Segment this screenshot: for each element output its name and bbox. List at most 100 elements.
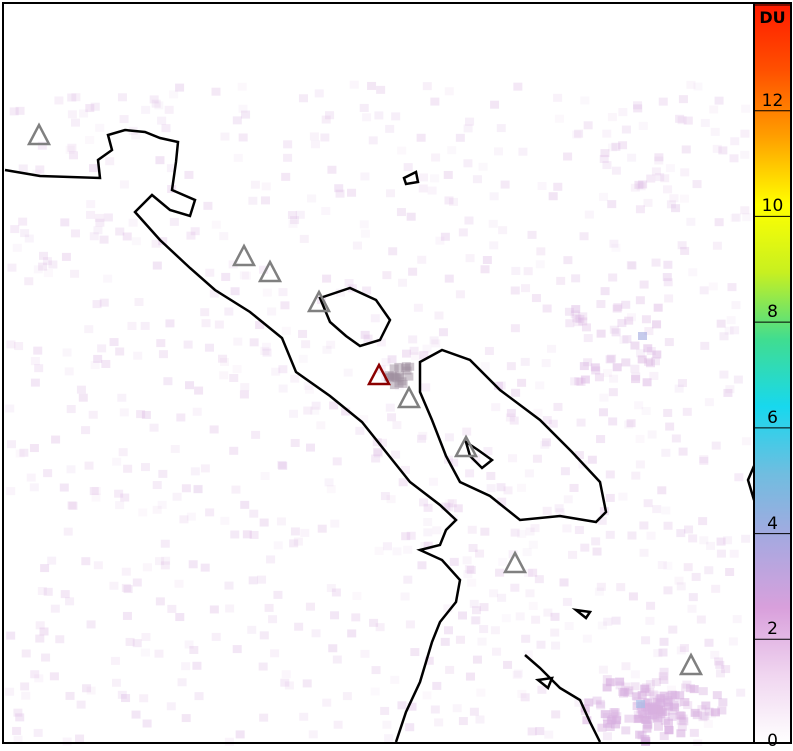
so2-pixel (636, 705, 646, 714)
so2-pixel (301, 340, 311, 349)
so2-pixel (661, 448, 671, 457)
so2-pixel (355, 426, 365, 435)
so2-pixel (60, 218, 70, 227)
so2-pixel (298, 94, 308, 103)
so2-pixel (652, 320, 662, 329)
so2-pixel (376, 85, 386, 94)
so2-pixel (238, 104, 248, 113)
so2-pixel (95, 123, 105, 132)
so2-pixel (496, 124, 506, 133)
so2-pixel (480, 265, 490, 274)
so2-pixel (371, 666, 381, 675)
so2-pixel (471, 454, 481, 463)
so2-pixel (311, 401, 321, 410)
so2-pixel (131, 131, 141, 140)
so2-pixel (224, 581, 234, 590)
so2-pixel (671, 434, 681, 443)
so2-pixel (663, 185, 673, 194)
so2-pixel (287, 211, 297, 220)
so2-pixel (598, 408, 608, 417)
so2-pixel (404, 372, 414, 381)
so2-pixel (60, 590, 70, 599)
so2-pixel (71, 118, 81, 127)
so2-pixel (645, 687, 655, 696)
so2-pixel (640, 684, 650, 693)
so2-pixel (467, 578, 477, 587)
so2-pixel (541, 438, 551, 447)
so2-pixel (651, 167, 661, 176)
so2-pixel (330, 519, 340, 528)
so2-pixel (667, 712, 677, 721)
so2-pixel (527, 727, 537, 736)
so2-pixel (382, 271, 392, 280)
so2-pixel (352, 591, 362, 600)
so2-pixel (582, 716, 592, 725)
so2-pixel (663, 586, 673, 595)
island-large (418, 348, 608, 524)
so2-pixel (95, 218, 105, 227)
so2-pixel (316, 421, 326, 430)
so2-pixel (652, 714, 662, 723)
so2-pixel (62, 348, 72, 357)
so2-pixel (449, 458, 459, 467)
so2-pixel (416, 133, 426, 142)
so2-pixel (43, 269, 53, 278)
so2-pixel (727, 283, 737, 292)
so2-pixel (633, 101, 643, 110)
so2-pixel (608, 273, 618, 282)
colorbar-ticks (754, 4, 791, 640)
so2-pixel (486, 484, 496, 493)
so2-pixel (506, 408, 516, 417)
so2-pixel (78, 393, 88, 402)
so2-pixel (626, 260, 636, 269)
so2-pixel (429, 336, 439, 345)
so2-pixel (32, 169, 42, 178)
so2-pixel (149, 95, 159, 104)
colorbar-tick-label: 4 (767, 513, 778, 534)
so2-pixel (600, 710, 610, 719)
so2-pixel (281, 670, 291, 679)
so2-pixel (6, 631, 16, 640)
so2-pixel (444, 433, 454, 442)
so2-pixel (584, 210, 594, 219)
so2-pixel (131, 710, 141, 719)
so2-pixel (599, 154, 609, 163)
so2-pixel (273, 590, 283, 599)
so2-pixel (721, 665, 731, 674)
so2-pixel (65, 597, 75, 606)
so2-pixel (463, 570, 473, 579)
so2-pixel (35, 165, 45, 174)
so2-pixel (5, 687, 15, 696)
so2-pixel (259, 631, 269, 640)
so2-pixel (692, 180, 702, 189)
so2-pixel (419, 498, 429, 507)
so2-pixel (321, 115, 331, 124)
so2-pixel (221, 272, 231, 281)
so2-pixel (419, 351, 429, 360)
so2-pixel (230, 530, 240, 539)
so2-pixel (423, 503, 433, 512)
so2-pixel (241, 110, 251, 119)
so2-pixel (559, 578, 569, 587)
so2-pixel (643, 344, 653, 353)
so2-pixel (590, 363, 600, 372)
so2-pixel (119, 408, 129, 417)
so2-pixel (211, 87, 221, 96)
so2-pixel (663, 278, 673, 287)
so2-pixel (621, 125, 631, 134)
so2-pixel (654, 156, 664, 165)
so2-pixel (687, 604, 697, 613)
so2-pixel (396, 208, 406, 217)
so2-pixel (343, 368, 353, 377)
so2-pixel (430, 97, 440, 106)
so2-pixel (59, 483, 69, 492)
so2-pixel (320, 133, 330, 142)
so2-pixel (680, 246, 690, 255)
so2-pixel (158, 469, 168, 478)
so2-pixel (570, 377, 580, 386)
so2-pixel (510, 583, 520, 592)
so2-pixel (331, 588, 341, 597)
so2-pixel (521, 634, 531, 643)
so2-pixel (472, 606, 482, 615)
so2-pixel (608, 417, 618, 426)
